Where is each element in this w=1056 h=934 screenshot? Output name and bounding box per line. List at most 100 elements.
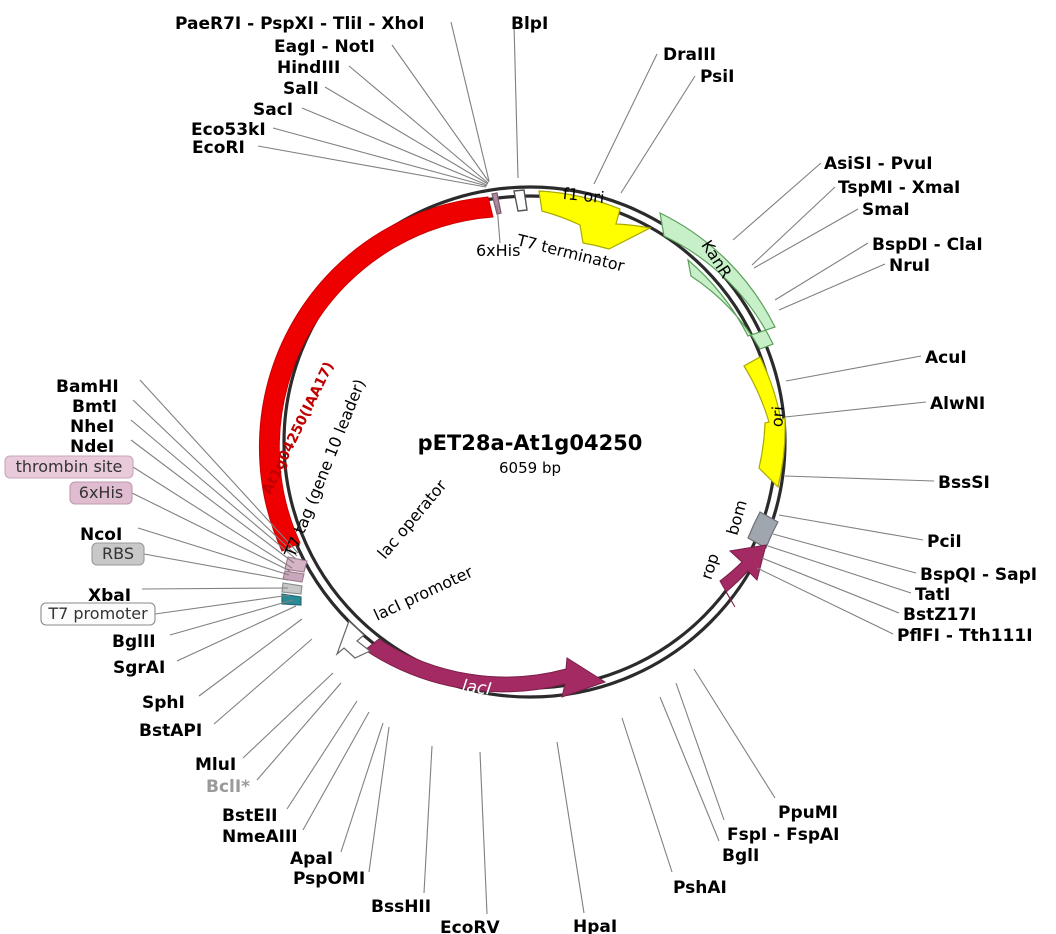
enzyme-leader-line (340, 722, 384, 853)
enzyme-label[interactable]: NmeAIII (222, 827, 298, 847)
boxed-label[interactable]: T7 promoter (40, 602, 156, 626)
enzyme-label[interactable]: BssHII (371, 897, 431, 917)
enzyme-label[interactable]: PciI (927, 532, 962, 552)
enzyme-label[interactable]: NruI (889, 256, 930, 276)
enzyme-label[interactable]: EcoRV (440, 918, 500, 934)
enzyme-label[interactable]: MluI (195, 755, 236, 775)
enzyme-leader-line (732, 162, 822, 241)
enzyme-label[interactable]: DraIII (663, 45, 716, 65)
bom-curved-label: bom (723, 498, 751, 537)
enzyme-leader-line (391, 44, 490, 183)
feature-ori[interactable] (743, 356, 786, 489)
6xhis-leader (496, 204, 501, 244)
enzyme-leader-line (767, 545, 912, 594)
enzyme-label[interactable]: BlpI (511, 14, 548, 34)
feature-kanr[interactable] (659, 211, 776, 350)
enzyme-label[interactable]: SmaI (862, 200, 910, 220)
enzyme-label[interactable]: XbaI (88, 586, 131, 606)
laci-promoter-curved-label: lacI promoter (371, 562, 476, 625)
enzyme-leader-line (675, 682, 725, 821)
enzyme-label[interactable]: BclI* (206, 777, 250, 797)
enzyme-leader-line (784, 401, 927, 418)
enzyme-label[interactable]: BglI (722, 846, 759, 866)
enzyme-leader-line (479, 751, 488, 915)
enzyme-label[interactable]: PshAI (673, 878, 727, 898)
enzyme-label[interactable]: TatI (915, 585, 950, 605)
leader-lines (130, 21, 935, 915)
boxed-label-text: thrombin site (16, 457, 123, 476)
enzyme-leader-line (751, 186, 836, 266)
boxed-label-bg (4, 455, 134, 479)
6xhis-inner-label: 6xHis (476, 241, 520, 260)
enzyme-leader-line (213, 638, 313, 725)
enzyme-label[interactable]: PaeR7I - PspXI - TliI - XhoI (175, 14, 425, 34)
enzyme-leader-line (324, 86, 489, 185)
feature-f1-ori[interactable] (538, 190, 652, 250)
enzyme-label[interactable]: SphI (142, 693, 185, 713)
enzyme-label[interactable]: PsiI (700, 67, 734, 87)
boxed-label[interactable]: RBS (91, 542, 145, 566)
enzyme-label[interactable]: HindIII (277, 58, 340, 78)
enzyme-leader-line (130, 439, 295, 564)
enzyme-label[interactable]: AcuI (925, 348, 967, 368)
lac-operator-curved-label: lac operator (374, 476, 451, 563)
rop-curved-label: rop (697, 551, 723, 582)
enzyme-label[interactable]: EcoRI (192, 138, 245, 158)
enzyme-label[interactable]: PflFI - Tth111I (897, 626, 1033, 646)
enzyme-leader-line (176, 605, 297, 662)
boxed-label-leader-line (143, 553, 289, 581)
enzyme-label[interactable]: EagI - NotI (274, 37, 375, 57)
enzyme-leader-line (132, 399, 298, 557)
enzyme-leader-line (423, 745, 433, 894)
enzyme-label[interactable]: BglII (112, 632, 156, 652)
feature-6xhis-box[interactable] (491, 192, 502, 215)
boxed-label-text: RBS (102, 544, 134, 563)
feature-at1g04250[interactable] (258, 196, 494, 552)
enzyme-label[interactable]: Eco53kI (191, 120, 266, 140)
enzyme-label[interactable]: PspOMI (293, 869, 365, 889)
boxed-label-leader-line (132, 466, 293, 569)
enzyme-label[interactable]: BmtI (72, 397, 117, 417)
enzyme-label[interactable]: BstAPI (139, 721, 202, 741)
enzyme-leader-line (272, 127, 488, 187)
feature-laci[interactable] (364, 638, 607, 698)
enzyme-label[interactable]: TspMI - XmaI (838, 178, 960, 198)
enzyme-leader-line (785, 355, 922, 382)
enzyme-leader-line (256, 682, 342, 781)
enzyme-label[interactable]: BspQI - SapI (920, 565, 1037, 585)
enzyme-label[interactable]: BamHI (56, 377, 119, 397)
boxed-label-bg (69, 481, 133, 505)
enzyme-leader-line (141, 587, 289, 590)
enzyme-leader-line (348, 65, 489, 184)
enzyme-label[interactable]: SacI (253, 100, 293, 120)
enzyme-leader-line (620, 75, 696, 194)
enzyme-label[interactable]: NcoI (80, 525, 122, 545)
feature-t7-terminator-box[interactable] (513, 189, 528, 212)
enzyme-label[interactable]: NheI (70, 417, 114, 437)
boxed-labels[interactable]: thrombin site 6xHis RBS T7 promoter (4, 455, 156, 626)
feature-rop[interactable] (719, 544, 767, 608)
enzyme-label[interactable]: SgrAI (113, 658, 165, 678)
boxed-label-bg (40, 602, 156, 626)
enzyme-leader-line (753, 208, 859, 269)
enzyme-leader-line (556, 741, 585, 914)
enzyme-label[interactable]: BstEII (222, 806, 277, 826)
enzyme-label[interactable]: SalI (283, 79, 319, 99)
boxed-label-text: T7 promoter (47, 604, 148, 623)
feature-bom[interactable] (747, 511, 779, 549)
enzyme-label[interactable]: AsiSI - PvuI (824, 154, 933, 174)
boxed-label[interactable]: 6xHis (69, 481, 133, 505)
enzyme-label[interactable]: HpaI (573, 917, 617, 934)
enzyme-label[interactable]: PpuMI (778, 803, 838, 823)
enzyme-label[interactable]: FspI - FspAI (727, 825, 840, 845)
boxed-label[interactable]: thrombin site (4, 455, 134, 479)
enzyme-label[interactable]: NdeI (70, 437, 114, 457)
enzyme-label[interactable]: ApaI (290, 849, 333, 869)
enzyme-label[interactable]: BspDI - ClaI (872, 235, 983, 255)
feature-laci-promoter[interactable] (335, 619, 372, 659)
boxed-label-leader-line (131, 492, 291, 572)
enzyme-label[interactable]: BstZ17I (903, 605, 977, 625)
enzyme-label[interactable]: AlwNI (930, 394, 985, 414)
enzyme-label[interactable]: BssSI (938, 473, 990, 493)
